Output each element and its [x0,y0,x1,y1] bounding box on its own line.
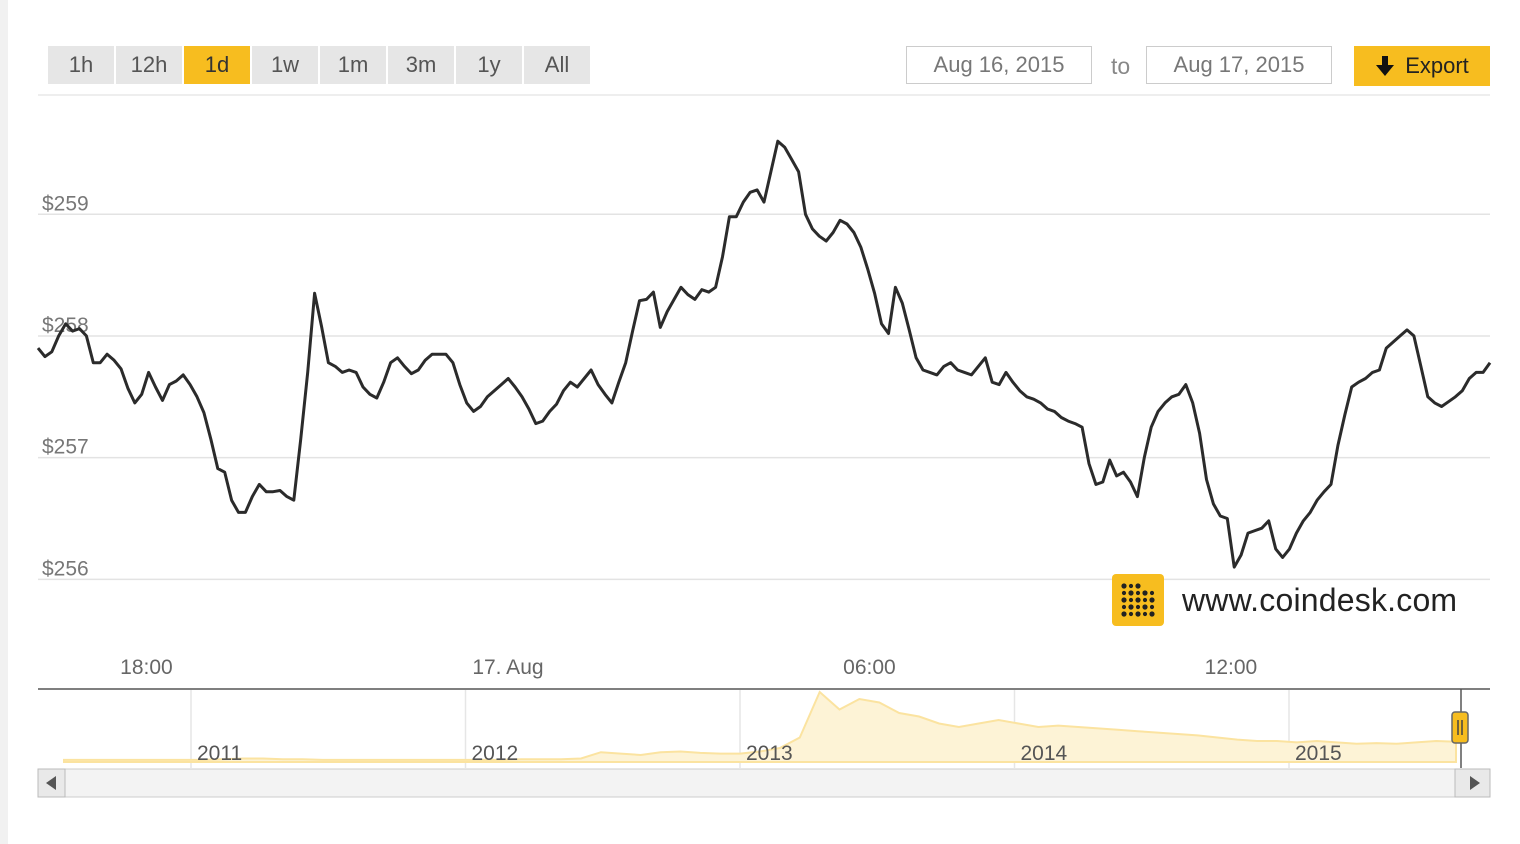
gridlines [38,213,1490,581]
coindesk-logo-icon [1121,583,1155,617]
navigator-year-labels: 2011 2012 2013 2014 2015 [197,742,1342,765]
logo-dot [1128,611,1134,617]
navigator-year-label: 2014 [1021,742,1068,765]
logo-dot [1135,611,1141,617]
to-date-input[interactable]: Aug 17, 2015 [1146,46,1332,84]
logo-dot [1135,583,1141,589]
chevron-right-icon [1470,776,1480,790]
x-tick-label: 12:00 [1205,656,1258,679]
left-gutter [0,0,8,844]
logo-dot [1142,611,1148,617]
logo-dot [1121,583,1127,589]
x-tick-label: 06:00 [843,656,896,679]
range-button-1w[interactable]: 1w [252,46,318,84]
logo-dot [1135,590,1141,596]
site-url: www.coindesk.com [1182,582,1458,618]
logo-dot [1128,590,1134,596]
logo-dot [1142,604,1148,610]
logo-dot [1135,604,1141,610]
logo-dot [1121,611,1127,617]
navigator-year-label: 2015 [1295,742,1342,765]
price-series-line [36,139,1492,569]
download-arrow-icon [1376,56,1395,76]
export-button[interactable]: Export [1354,46,1490,86]
logo-dot [1142,597,1148,603]
logo-dot [1149,590,1155,596]
navigator-year-label: 2011 [197,742,242,765]
y-tick-label: $259 [42,192,89,215]
range-button-1y[interactable]: 1y [456,46,522,84]
export-label: Export [1405,53,1469,78]
navigator-handle[interactable] [1451,711,1469,744]
to-label: to [1111,53,1131,79]
logo-dot [1149,597,1155,603]
range-selector: 1h 12h 1d 1w 1m 3m 1y All [48,46,590,84]
y-axis-labels: $256$257$258$259 [42,192,89,580]
coindesk-logo [1112,574,1164,626]
range-button-12h[interactable]: 12h [116,46,182,84]
chevron-left-icon [46,776,56,790]
range-button-3m[interactable]: 3m [388,46,454,84]
logo-dot [1128,597,1134,603]
y-tick-label: $257 [42,436,89,459]
range-button-1d[interactable]: 1d [184,46,250,84]
range-button-1m[interactable]: 1m [320,46,386,84]
logo-dot [1121,597,1127,603]
x-axis-labels: 18:00 17. Aug 06:00 12:00 [120,656,1257,679]
navigator-year-label: 2012 [472,742,519,765]
logo-dot [1121,604,1127,610]
navigator-area [63,690,1457,763]
logo-dot [1149,604,1155,610]
range-button-all[interactable]: All [524,46,590,84]
logo-dot [1128,604,1134,610]
logo-dot [1121,590,1127,596]
x-tick-label: 18:00 [120,656,173,679]
logo-dot [1135,597,1141,603]
x-tick-label: 17. Aug [472,656,543,679]
logo-dot [1149,611,1155,617]
range-button-1h[interactable]: 1h [48,46,114,84]
logo-dot [1142,590,1148,596]
y-tick-label: $256 [42,557,89,580]
scrollbar-track[interactable] [37,768,1491,798]
logo-dot [1128,583,1134,589]
navigator-year-label: 2013 [746,742,793,765]
from-date-input[interactable]: Aug 16, 2015 [906,46,1092,84]
